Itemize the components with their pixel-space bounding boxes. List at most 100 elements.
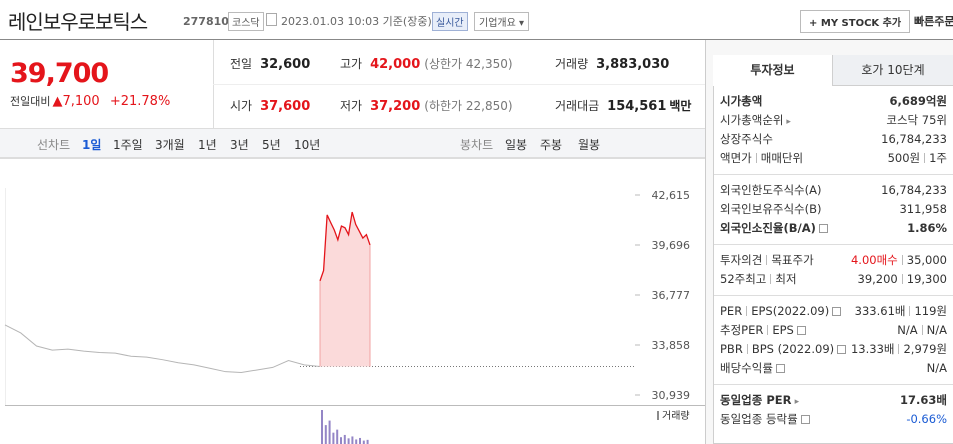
help-icon[interactable]: [837, 345, 847, 354]
volume-bar: [359, 437, 361, 444]
info-label: PBR BPS (2022.09): [720, 340, 847, 359]
separator: [921, 325, 923, 335]
volume-bar: [351, 436, 354, 444]
info-value: 코스닥 75위: [886, 113, 947, 127]
tab-category: 봉차트: [460, 138, 494, 152]
info-value: 333.61배: [854, 304, 906, 318]
period-tab[interactable]: 월봉: [578, 138, 601, 152]
volume-bar: [355, 439, 358, 444]
info-values: 13.33배 2,979원: [851, 340, 947, 359]
separator: [767, 325, 769, 335]
label-part: 시가총액: [720, 94, 763, 108]
info-value: 35,000: [906, 253, 947, 267]
label-part: 배당수익률: [720, 361, 773, 375]
company-info-dropdown[interactable]: 기업개요: [474, 12, 530, 31]
period-tab[interactable]: 1일: [82, 138, 102, 152]
help-icon[interactable]: [775, 364, 785, 373]
info-label: 동일업종 PER: [720, 391, 799, 410]
info-values: 16,784,233: [881, 181, 947, 200]
stat: 시가 37,600: [230, 97, 310, 114]
divider: [213, 84, 705, 85]
separator: [755, 153, 757, 163]
info-row: 액면가 매매단위 500원 1주: [720, 149, 947, 168]
y-tick-label: 42,615: [652, 189, 691, 202]
info-values: -0.66%: [906, 410, 947, 429]
label-part: 최저: [775, 272, 797, 286]
stock-name: 레인보우로보틱스: [8, 10, 148, 34]
stat-value: 37,600: [260, 99, 311, 114]
info-row: 외국인한도주식수(A) 16,784,233: [720, 181, 947, 200]
info-label: 동일업종 등락률: [720, 410, 810, 429]
change-amount: 7,100: [52, 94, 99, 109]
separator: [901, 255, 903, 265]
period-tab[interactable]: 주봉: [540, 138, 563, 152]
period-tab[interactable]: 5년: [262, 138, 281, 152]
info-value: 39,200: [857, 272, 898, 286]
stat-label: 시가: [230, 99, 253, 113]
period-tab[interactable]: 1년: [198, 138, 217, 152]
info-label: 시가총액순위: [720, 111, 791, 130]
help-icon[interactable]: [832, 307, 842, 316]
period-tab[interactable]: 3년: [230, 138, 249, 152]
my-stock-button[interactable]: MY STOCK 추가: [800, 10, 911, 33]
stat-label: 거래대금: [555, 99, 600, 113]
y-tick-label: 30,939: [652, 389, 691, 402]
price-area: [320, 212, 370, 367]
period-tab[interactable]: 3개월: [155, 138, 185, 152]
info-row: 배당수익률 N/A: [720, 359, 947, 378]
volume-bar: [321, 410, 323, 444]
separator: [746, 306, 748, 316]
separator: [909, 306, 911, 316]
price-line: [319, 211, 371, 282]
period-tab[interactable]: 10년: [294, 138, 321, 152]
help-icon[interactable]: [818, 224, 828, 233]
info-value: 311,958: [899, 202, 947, 216]
info-group: 외국인한도주식수(A) 16,784,233 외국인보유주식수(B) 311,958 외…: [714, 175, 953, 245]
stat: 거래대금 154,561 백만: [555, 97, 691, 114]
intraday-chart: 42,615 39,696 36,777 33,858 30,939 거래량: [0, 158, 705, 444]
info-row: 시가총액순위 코스닥 75위: [720, 111, 947, 130]
info-values: N/A N/A: [897, 321, 947, 340]
info-values: 311,958: [899, 200, 947, 219]
quick-order-button[interactable]: 빠른주문: [914, 15, 953, 28]
info-value: -0.66%: [906, 412, 947, 426]
stat-value: 37,200: [370, 99, 421, 114]
help-icon[interactable]: [800, 415, 810, 424]
stat: 저가 37,200 (하한가 22,850): [340, 97, 513, 114]
info-row: 52주최고 최저 39,200 19,300: [720, 270, 947, 289]
info-value: 13.33배: [850, 342, 895, 356]
info-label: 상장주식수: [720, 130, 773, 149]
separator: [901, 274, 903, 284]
stat-unit: 백만: [669, 99, 692, 113]
label-part: 상장주식수: [720, 132, 773, 146]
realtime-button[interactable]: 실시간: [432, 12, 468, 31]
info-row: PBR BPS (2022.09) 13.33배 2,979원: [720, 340, 947, 359]
label-part: 투자의견: [720, 253, 763, 267]
label-part[interactable]: 시가총액순위: [720, 113, 791, 127]
orderbook-tab[interactable]: 호가 10단계: [832, 55, 953, 86]
info-label: 배당수익률: [720, 359, 785, 378]
info-row: 시가총액 6,689억원: [720, 92, 947, 111]
info-values: 6,689억원: [889, 92, 947, 111]
timestamp: 2023.01.03 10:03 기준(장중): [281, 15, 432, 28]
period-tab[interactable]: 일봉: [505, 138, 528, 152]
stat: 고가 42,000 (상한가 42,350): [340, 55, 513, 72]
volume-bar: [324, 425, 327, 444]
volume-legend-mark: [657, 411, 659, 420]
label-part[interactable]: 동일업종 PER: [720, 393, 799, 407]
info-tab[interactable]: 투자정보: [713, 55, 832, 86]
info-values: 500원 1주: [888, 149, 947, 168]
help-icon[interactable]: [796, 326, 806, 335]
info-value: 500원: [887, 151, 921, 165]
stat-value: 154,561: [607, 99, 667, 114]
info-label: 52주최고 최저: [720, 270, 797, 289]
volume-label: 거래량: [662, 410, 690, 422]
info-label: 외국인보유주식수(B): [720, 200, 822, 219]
label-part: 매매단위: [760, 151, 804, 165]
period-tab[interactable]: 1주일: [113, 138, 143, 152]
label-part: 외국인소진율(B/A): [720, 221, 816, 235]
info-label: 외국인소진율(B/A): [720, 219, 828, 238]
label-part: 액면가: [720, 151, 752, 165]
